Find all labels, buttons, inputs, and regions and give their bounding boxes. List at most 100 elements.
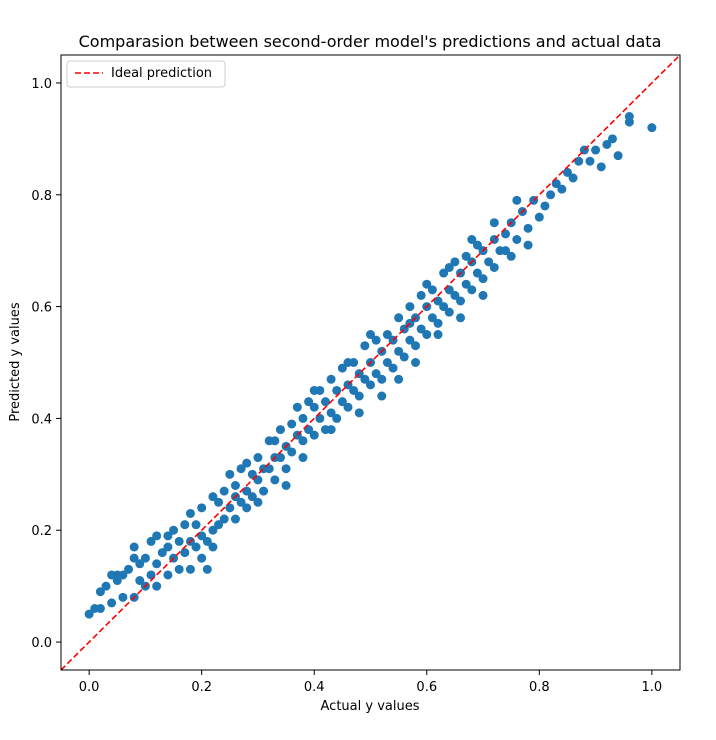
scatter-point	[129, 553, 139, 563]
scatter-point	[478, 290, 488, 300]
scatter-point	[512, 235, 522, 244]
scatter-point	[247, 492, 257, 502]
scatter-point	[135, 576, 145, 586]
scatter-point	[197, 503, 207, 513]
scatter-point	[242, 458, 252, 468]
scatter-point	[456, 296, 466, 306]
scatter-point	[478, 274, 488, 284]
scatter-point	[225, 469, 235, 479]
scatter-point	[596, 162, 606, 172]
scatter-point	[489, 262, 499, 272]
scatter-point	[613, 151, 623, 161]
scatter-point	[332, 413, 342, 423]
scatter-point	[394, 374, 404, 384]
scatter-point	[394, 346, 404, 356]
scatter-point	[467, 235, 477, 244]
scatter-point	[236, 464, 246, 474]
scatter-point	[95, 587, 105, 597]
scatter-point	[461, 279, 471, 289]
scatter-point	[326, 425, 336, 435]
scatter-point	[343, 358, 353, 367]
scatter-point	[354, 391, 364, 401]
scatter-point	[219, 514, 229, 524]
scatter-points	[84, 112, 657, 619]
scatter-point	[230, 481, 240, 490]
scatter-point	[326, 374, 336, 384]
scatter-point	[298, 453, 308, 463]
scatter-point	[84, 609, 94, 619]
scatter-point	[456, 313, 466, 323]
scatter-point	[180, 548, 190, 558]
scatter-point	[118, 592, 128, 602]
scatter-point	[439, 268, 449, 278]
scatter-point	[118, 570, 128, 580]
scatter-point	[366, 330, 375, 340]
scatter-point	[191, 542, 201, 552]
scatter-point	[371, 369, 381, 379]
scatter-point	[101, 581, 111, 591]
scatter-point	[427, 285, 437, 295]
scatter-point	[304, 397, 314, 407]
y-tick-label: 0.6	[31, 301, 52, 316]
scatter-point	[450, 257, 460, 267]
scatter-point	[394, 313, 404, 323]
scatter-point	[405, 302, 415, 312]
scatter-point	[366, 380, 375, 390]
legend: Ideal prediction	[66, 60, 226, 88]
scatter-point	[214, 520, 224, 530]
scatter-point	[298, 413, 308, 423]
scatter-point	[399, 352, 409, 362]
scatter-point	[568, 173, 578, 183]
scatter-point	[585, 156, 595, 166]
y-tick-label: 0.2	[31, 524, 52, 539]
x-tick-label: 0.8	[529, 680, 550, 695]
scatter-point	[253, 497, 263, 507]
scatter-point	[382, 358, 392, 367]
scatter-point	[214, 497, 224, 507]
scatter-point	[354, 408, 364, 418]
scatter-point	[292, 402, 302, 412]
scatter-point	[377, 391, 387, 401]
scatter-point	[444, 307, 454, 317]
scatter-point	[129, 542, 139, 552]
scatter-point	[557, 184, 567, 194]
scatter-point	[298, 436, 308, 446]
scatter-point	[461, 251, 471, 261]
scatter-point	[309, 385, 319, 395]
scatter-point	[275, 425, 285, 435]
y-axis-ticks: 0.0 0.2 0.4 0.6 0.8 1.0	[31, 77, 61, 651]
scatter-point	[624, 112, 634, 121]
scatter-point	[377, 374, 387, 384]
scatter-point	[444, 262, 454, 272]
scatter-point	[169, 525, 179, 535]
scatter-point	[185, 564, 195, 574]
scatter-point	[607, 134, 617, 144]
scatter-point	[174, 564, 184, 574]
scatter-point	[534, 212, 544, 222]
scatter-point	[146, 536, 156, 546]
x-tick-label: 0.6	[416, 680, 437, 695]
y-axis-label: Predicted y values	[8, 302, 23, 421]
scatter-point	[422, 279, 432, 289]
scatter-point	[546, 190, 556, 200]
scatter-point	[281, 464, 291, 474]
scatter-point	[602, 139, 612, 149]
scatter-point	[591, 145, 601, 155]
scatter-point	[472, 240, 482, 250]
scatter-point	[467, 285, 477, 295]
scatter-point	[242, 503, 252, 513]
scatter-point	[360, 341, 370, 351]
scatter-point	[489, 218, 499, 228]
scatter-point	[647, 123, 657, 133]
scatter-point	[208, 542, 218, 552]
scatter-point	[472, 268, 482, 278]
scatter-point	[326, 408, 336, 418]
y-tick-label: 1.0	[31, 77, 52, 92]
scatter-point	[360, 374, 370, 384]
scatter-point	[484, 257, 494, 267]
scatter-point	[349, 385, 359, 395]
scatter-point	[405, 335, 415, 345]
x-axis-ticks: 0.0 0.2 0.4 0.6 0.8 1.0	[79, 670, 662, 695]
scatter-point	[411, 341, 421, 351]
